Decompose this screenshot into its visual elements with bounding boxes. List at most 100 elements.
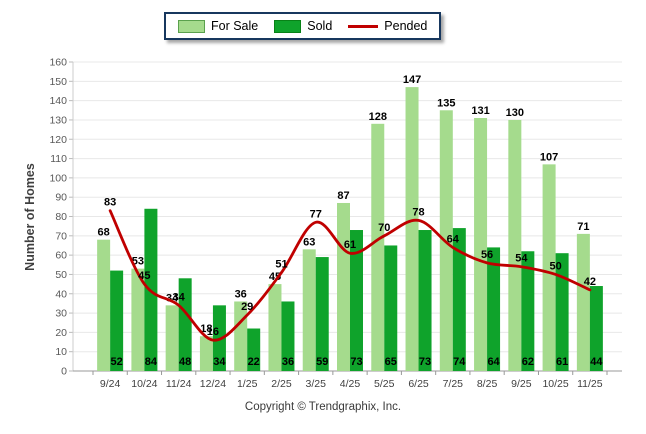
for-sale-value-label: 36 (235, 288, 247, 300)
for-sale-value-label: 63 (303, 236, 315, 248)
pended-value-label: 78 (412, 206, 424, 218)
x-tick-label: 10/24 (131, 378, 157, 390)
bar-for-sale (474, 118, 488, 371)
x-tick-label: 9/25 (511, 378, 532, 390)
sold-value-label: 22 (248, 356, 260, 368)
y-tick-label: 100 (49, 172, 67, 184)
x-tick-label: 12/24 (200, 378, 226, 390)
y-tick-label: 120 (49, 134, 67, 146)
x-tick-label: 8/25 (477, 378, 498, 390)
x-tick-label: 4/25 (340, 378, 361, 390)
sold-swatch-icon (274, 19, 302, 33)
bar-for-sale (268, 284, 282, 371)
for-sale-value-label: 87 (337, 190, 349, 202)
y-tick-label: 160 (49, 57, 67, 69)
x-tick-label: 11/25 (577, 378, 603, 390)
copyright-text: Copyright © Trendgraphix, Inc. (244, 401, 402, 413)
bar-sold (418, 230, 432, 371)
legend-label-for-sale: For Sale (211, 19, 259, 33)
for-sale-value-label: 68 (98, 227, 110, 239)
bar-for-sale (131, 268, 145, 371)
bar-for-sale (576, 233, 590, 371)
bar-sold (589, 286, 603, 371)
bar-sold (178, 278, 192, 371)
x-tick-label: 5/25 (374, 378, 395, 390)
for-sale-value-label: 18 (200, 323, 212, 335)
for-sale-value-label: 71 (577, 221, 589, 233)
bar-sold (110, 270, 124, 371)
y-axis-title: Number of Homes (23, 163, 37, 271)
bar-sold (315, 257, 329, 371)
sold-value-label: 74 (453, 356, 466, 368)
x-tick-label: 9/24 (100, 378, 121, 390)
pended-value-label: 83 (104, 197, 116, 209)
y-tick-label: 150 (49, 76, 67, 88)
y-tick-label: 70 (55, 230, 67, 242)
for-sale-value-label: 45 (269, 271, 281, 283)
pended-value-label: 64 (447, 233, 460, 245)
pended-value-label: 42 (584, 276, 596, 288)
x-tick-label: 11/24 (166, 378, 192, 390)
y-tick-label: 50 (55, 269, 67, 281)
y-tick-label: 80 (55, 211, 67, 223)
legend-label-pended: Pended (384, 19, 428, 33)
sold-value-label: 34 (213, 356, 226, 368)
for-sale-value-label: 131 (471, 105, 489, 117)
legend-label-sold: Sold (307, 19, 333, 33)
bar-for-sale (199, 336, 213, 371)
legend-item-pended: Pended (348, 19, 427, 33)
sold-value-label: 52 (111, 356, 123, 368)
y-tick-label: 90 (55, 192, 67, 204)
sold-value-label: 65 (385, 356, 397, 368)
pended-line (108, 209, 592, 342)
pended-value-label: 70 (378, 222, 390, 234)
pended-line-icon (348, 24, 379, 28)
bar-for-sale (371, 123, 385, 371)
pended-value-label: 56 (481, 249, 493, 261)
bar-sold (452, 228, 466, 371)
sold-value-label: 73 (350, 356, 362, 368)
bar-for-sale (508, 119, 522, 371)
sold-value-label: 48 (179, 356, 191, 368)
sold-value-label: 64 (487, 356, 500, 368)
bar-sold (487, 247, 501, 371)
legend: For Sale Sold Pended (164, 12, 442, 40)
for-sale-value-label: 147 (403, 74, 421, 86)
y-tick-label: 0 (61, 366, 67, 378)
bar-for-sale (302, 249, 316, 371)
bar-for-sale (405, 87, 419, 371)
for-sale-swatch-icon (178, 19, 205, 33)
bar-sold (247, 328, 261, 371)
sold-value-label: 59 (316, 356, 328, 368)
x-tick-label: 10/25 (542, 378, 568, 390)
for-sale-value-label: 135 (437, 97, 455, 109)
x-tick-label: 6/25 (408, 378, 429, 390)
bar-for-sale (337, 202, 350, 371)
sold-value-label: 84 (145, 356, 158, 368)
for-sale-value-label: 128 (369, 111, 387, 123)
sold-value-label: 73 (419, 356, 431, 368)
sold-value-label: 36 (282, 356, 294, 368)
pended-value-label: 77 (310, 208, 322, 220)
y-tick-label: 30 (55, 308, 67, 320)
y-tick-label: 140 (49, 95, 67, 107)
for-sale-value-label: 107 (540, 151, 558, 163)
y-tick-label: 110 (50, 153, 67, 165)
sold-value-label: 61 (556, 356, 568, 368)
legend-item-sold: Sold (274, 19, 332, 33)
pended-value-label: 34 (173, 291, 186, 303)
bar-sold (281, 301, 295, 371)
y-tick-label: 130 (49, 114, 67, 126)
pended-value-label: 45 (138, 270, 150, 282)
sold-value-label: 44 (590, 356, 603, 368)
for-sale-value-label: 130 (506, 107, 524, 119)
x-tick-label: 1/25 (237, 378, 258, 390)
bar-sold (521, 251, 535, 371)
bar-sold (555, 253, 569, 371)
sold-value-label: 62 (522, 356, 534, 368)
bar-sold (384, 245, 398, 371)
bar-for-sale (542, 164, 556, 371)
